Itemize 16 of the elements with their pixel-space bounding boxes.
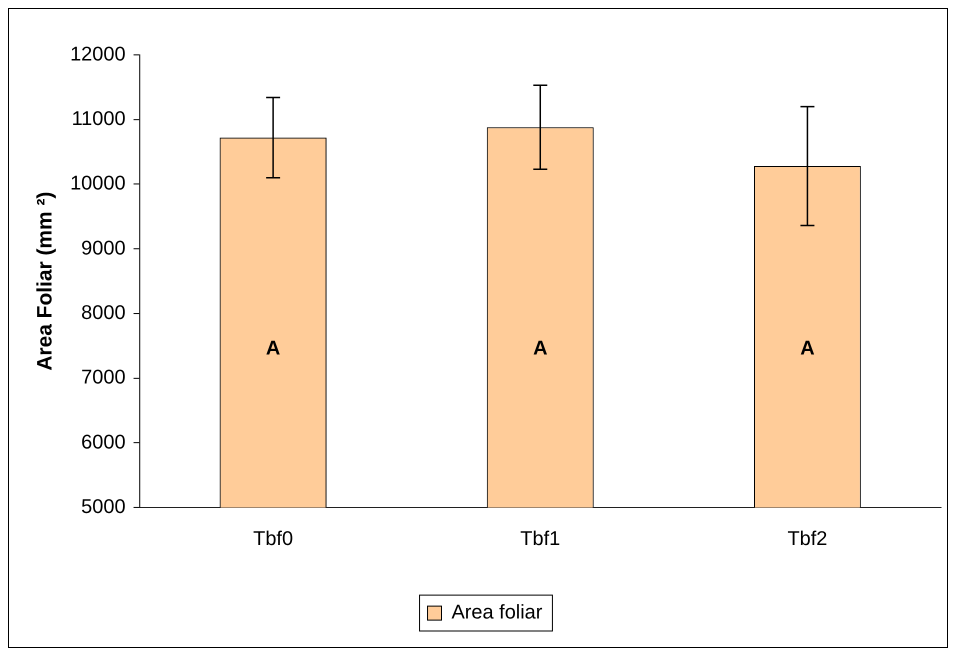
y-axis-title: Area Foliar (mm ²) (33, 192, 56, 371)
x-tick-label: Tbf1 (520, 528, 560, 550)
annotation: A (800, 338, 815, 360)
y-tick-label: 7000 (81, 366, 126, 389)
y-tick-label: 12000 (70, 43, 126, 66)
x-tick-label: Tbf2 (787, 528, 828, 550)
x-tick-label: Tbf0 (253, 528, 294, 550)
y-tick-label: 5000 (81, 496, 126, 518)
y-tick-label: 8000 (81, 302, 126, 324)
y-tick-label: 10000 (70, 172, 126, 195)
y-tick-label: 9000 (81, 237, 126, 260)
y-tick-label: 11000 (72, 108, 126, 130)
annotation: A (266, 338, 280, 360)
y-tick-label: 6000 (81, 431, 126, 454)
legend-label: Area foliar (451, 602, 543, 624)
annotation: A (533, 338, 548, 360)
